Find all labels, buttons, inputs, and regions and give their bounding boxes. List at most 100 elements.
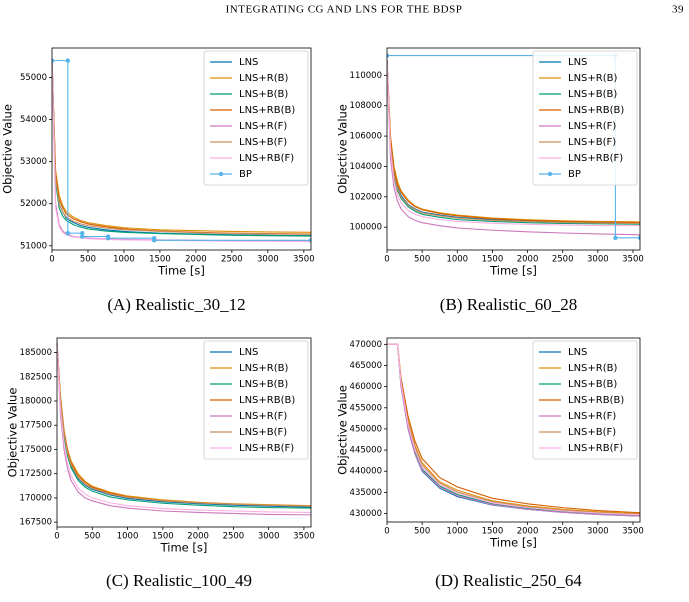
legend-label: LNS+B(F) (568, 137, 616, 148)
series-line (387, 343, 640, 516)
y-tick-label: 430000 (350, 509, 382, 519)
x-tick-label: 2500 (223, 532, 245, 542)
series-line (57, 342, 311, 516)
legend-label: LNS+R(B) (568, 73, 617, 84)
y-tick-label: 100000 (350, 223, 382, 233)
series-marker (65, 58, 71, 63)
x-tick-label: 2000 (185, 255, 207, 265)
axes-frame (386, 337, 641, 523)
legend-label: LNS+R(B) (239, 73, 288, 84)
y-tick-label: 435000 (350, 488, 382, 498)
legend-label: LNS+B(F) (239, 137, 287, 148)
series-line (387, 60, 640, 227)
x-tick-label: 3000 (587, 527, 609, 537)
series-marker (105, 236, 111, 241)
x-axis-label: Time [s] (160, 541, 208, 555)
x-tick-label: 1500 (149, 255, 171, 265)
series-marker (80, 230, 85, 236)
x-tick-label: 1500 (152, 532, 174, 542)
series-line (387, 60, 640, 236)
series-line (52, 60, 311, 243)
series-marker (613, 235, 618, 241)
series-line (52, 60, 311, 237)
series-line (57, 342, 311, 514)
y-tick-label: 102000 (350, 192, 382, 202)
series-marker (80, 234, 85, 239)
y-tick-label: 54000 (20, 115, 47, 125)
y-tick-label: 53000 (20, 157, 47, 167)
x-axis-label: Time [s] (489, 264, 537, 278)
legend-label: LNS+R(F) (568, 121, 616, 132)
plot-area (387, 53, 640, 241)
figure-caption: (A) Realistic_30_12 (107, 295, 245, 314)
y-tick-label: 177500 (20, 421, 52, 431)
legend-label: LNS (568, 347, 587, 358)
x-tick-label: 0 (384, 527, 389, 537)
legend-box (203, 340, 309, 460)
x-tick-label: 1000 (117, 532, 139, 542)
x-tick-label: 500 (414, 527, 430, 537)
x-tick-label: 1500 (482, 255, 504, 265)
y-tick-label: 55000 (20, 73, 47, 83)
series-marker (637, 235, 640, 241)
x-tick-label: 500 (84, 532, 100, 542)
legend-label: LNS+RB(B) (239, 105, 295, 116)
x-tick-label: 3000 (257, 255, 279, 265)
legend-label: LNS+RB(F) (568, 153, 623, 164)
series-line (387, 60, 640, 223)
y-tick-label: 465000 (350, 361, 382, 371)
y-axis-label: Objective Value (336, 385, 350, 475)
y-axis-label: Objective Value (336, 104, 350, 194)
axes-frame (56, 337, 312, 528)
series-marker (65, 230, 71, 236)
x-tick-label: 500 (414, 255, 430, 265)
y-axis-label: Objective Value (6, 388, 20, 478)
legend-label: LNS+RB(B) (568, 395, 624, 406)
legend-label: LNS+B(F) (568, 427, 616, 438)
legend-label: LNS+RB(B) (568, 105, 624, 116)
x-tick-label: 2000 (517, 255, 539, 265)
y-tick-label: 52000 (20, 199, 47, 209)
series-marker (308, 238, 311, 243)
y-tick-label: 175000 (20, 445, 52, 455)
legend-label: LNS (568, 57, 587, 68)
series-marker (387, 53, 390, 58)
y-tick-label: 182500 (20, 372, 52, 382)
y-tick-label: 185000 (20, 348, 52, 358)
x-tick-label: 3500 (622, 255, 644, 265)
y-tick-label: 440000 (350, 467, 382, 477)
legend-label: LNS+B(B) (568, 89, 617, 100)
y-tick-label: 455000 (350, 403, 382, 413)
y-tick-label: 170000 (20, 493, 52, 503)
figure-caption: (D) Realistic_250_64 (435, 571, 582, 590)
x-axis-label: Time [s] (157, 264, 205, 278)
x-tick-label: 2500 (552, 527, 574, 537)
y-tick-label: 51000 (20, 241, 47, 251)
legend-label: LNS+RB(F) (239, 443, 294, 454)
series-marker (151, 238, 157, 243)
plot-area (387, 343, 640, 517)
figure-caption: (B) Realistic_60_28 (440, 295, 577, 314)
legend-label: LNS+R(F) (568, 411, 616, 422)
legend-label: LNS+RB(F) (568, 443, 623, 454)
x-tick-label: 1000 (113, 255, 135, 265)
x-tick-label: 3500 (293, 255, 315, 265)
legend-label: LNS+B(B) (568, 379, 617, 390)
y-tick-label: 106000 (350, 132, 382, 142)
x-tick-label: 2500 (221, 255, 243, 265)
y-tick-label: 172500 (20, 469, 52, 479)
series-marker (52, 58, 55, 63)
series-line (57, 342, 311, 507)
legend-label: BP (239, 169, 252, 180)
legend-box (532, 50, 638, 186)
y-tick-label: 450000 (350, 424, 382, 434)
y-tick-label: 104000 (350, 162, 382, 172)
x-tick-label: 3000 (258, 532, 280, 542)
legend-label: LNS+RB(B) (239, 395, 295, 406)
axes-frame (386, 47, 641, 251)
x-tick-label: 1000 (446, 255, 468, 265)
legend-label: LNS+R(B) (239, 363, 288, 374)
x-tick-label: 3500 (293, 532, 315, 542)
legend-label: BP (568, 169, 581, 180)
legend-box (203, 50, 309, 186)
